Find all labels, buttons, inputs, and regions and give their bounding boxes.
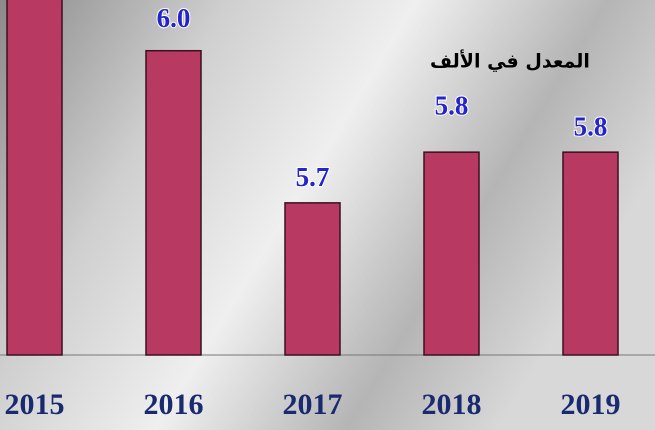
data-label: 5.7	[296, 162, 330, 192]
bar	[285, 203, 340, 355]
x-tick-label: 2015	[5, 388, 65, 421]
bar	[146, 51, 201, 355]
bar	[7, 0, 62, 355]
chart: المعدل في الألف 2015 2016 6.0 2017 5.7 2018 5.…	[0, 0, 655, 430]
bar	[424, 152, 479, 355]
x-tick-label: 2018	[422, 388, 482, 421]
x-tick-label: 2017	[283, 388, 343, 421]
page: المعدل في الألف 2015 2016 6.0 2017 5.7 2018 5.…	[0, 0, 655, 430]
x-tick-label: 2016	[144, 388, 204, 421]
data-label: 5.8	[574, 111, 608, 141]
annotation: المعدل في الألف	[430, 50, 590, 73]
x-tick-label: 2019	[561, 388, 621, 421]
data-label: 5.8	[435, 90, 469, 120]
data-label: 6.0	[157, 3, 191, 33]
bar	[563, 152, 618, 355]
